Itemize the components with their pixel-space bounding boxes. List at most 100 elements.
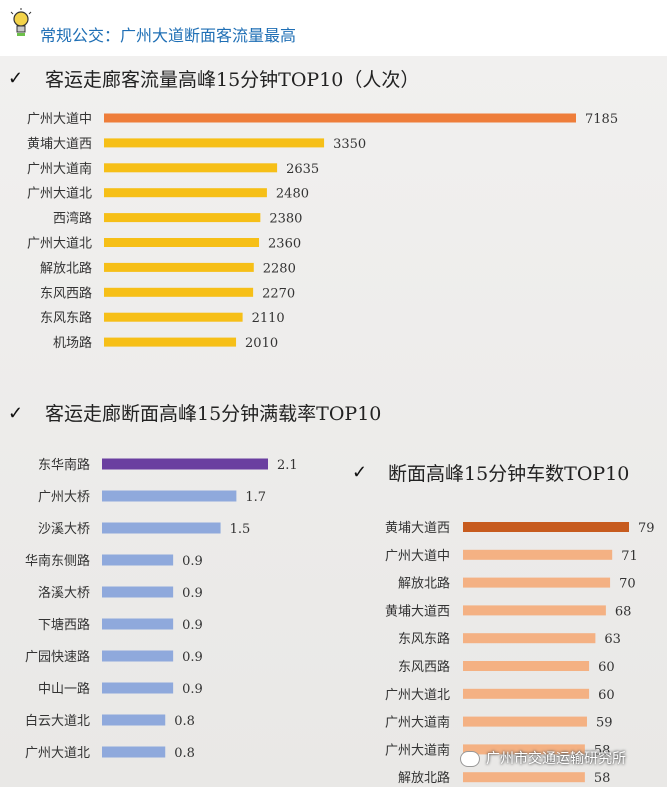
- watermark: 广州市交通运输研究所: [460, 748, 626, 768]
- value-label: 2010: [245, 336, 278, 351]
- bar: [104, 312, 243, 322]
- category-label: 广州大道北: [27, 187, 92, 202]
- chart1-title: 客运走廊客流量高峰15分钟TOP10（人次）: [45, 69, 419, 91]
- bar: [104, 262, 254, 272]
- value-label: 2110: [252, 311, 285, 326]
- category-label: 华南东侧路: [25, 553, 90, 569]
- value-label: 0.9: [182, 586, 203, 601]
- chart2-title: 客运走廊断面高峰15分钟满载率TOP10: [45, 403, 381, 425]
- bar: [463, 522, 629, 532]
- value-label: 59: [596, 716, 613, 731]
- value-label: 79: [638, 521, 655, 536]
- bar: [463, 688, 590, 699]
- bar: [463, 661, 590, 671]
- bar: [102, 554, 174, 566]
- value-label: 60: [598, 660, 615, 675]
- bar: [463, 605, 606, 616]
- category-label: 解放北路: [40, 260, 92, 276]
- category-label: 东华南路: [38, 457, 90, 473]
- bar: [463, 744, 585, 755]
- category-label: 广州大道中: [385, 549, 450, 564]
- bar: [463, 772, 585, 783]
- bar: [102, 586, 174, 598]
- value-label: 2360: [268, 237, 301, 252]
- value-label: 70: [619, 577, 636, 592]
- value-label: 71: [621, 549, 638, 564]
- chart3-bars: 黄埔大道西 79 广州大道中 71 解放北路 70 黄埔大道西 68 东风东路 63 东风西路 60 广…: [385, 521, 655, 786]
- checkmark-icon: ✓: [352, 462, 367, 483]
- value-label: 1.7: [245, 490, 266, 505]
- category-label: 广州大道南: [27, 161, 92, 177]
- bar: [104, 238, 260, 247]
- watermark-text: 广州市交通运输研究所: [486, 751, 626, 767]
- chart2-bars: 东华南路 2.1 广州大桥 1.7 沙溪大桥 1.5 华南东侧路 0.9 洛溪大桥 0.9 下塘西路…: [25, 457, 298, 761]
- value-label: 3350: [333, 137, 366, 152]
- bar: [102, 522, 221, 534]
- category-label: 中山一路: [38, 681, 90, 697]
- category-label: 东风西路: [40, 285, 92, 301]
- value-label: 0.8: [174, 746, 195, 761]
- value-label: 2270: [262, 286, 295, 301]
- category-label: 东风东路: [398, 631, 450, 647]
- value-label: 2280: [263, 261, 296, 276]
- category-label: 黄埔大道西: [27, 137, 92, 152]
- category-label: 东风西路: [398, 659, 450, 675]
- category-label: 下塘西路: [38, 617, 90, 633]
- bar: [104, 337, 237, 347]
- value-label: 58: [594, 771, 611, 786]
- value-label: 2.1: [277, 458, 298, 473]
- wechat-icon: [460, 751, 480, 767]
- value-label: 0.9: [182, 618, 203, 633]
- category-label: 广州大桥: [38, 490, 90, 505]
- category-label: 洛溪大桥: [38, 586, 90, 601]
- checkmark-icon: ✓: [8, 403, 23, 424]
- bar: [102, 682, 174, 694]
- value-label: 1.5: [230, 522, 251, 537]
- checkmark-icon: ✓: [8, 68, 23, 89]
- value-label: 2480: [276, 187, 309, 202]
- bar: [104, 163, 278, 173]
- category-label: 广州大道北: [385, 688, 450, 703]
- category-label: 解放北路: [398, 576, 450, 592]
- category-label: 西湾路: [53, 211, 92, 227]
- category-label: 广州大道北: [25, 746, 90, 761]
- value-label: 63: [604, 632, 621, 647]
- value-label: 2380: [269, 212, 302, 227]
- value-label: 60: [598, 688, 615, 703]
- bar: [104, 213, 261, 223]
- bar: [102, 746, 166, 758]
- category-label: 解放北路: [398, 770, 450, 786]
- value-label: 0.8: [174, 714, 195, 729]
- category-label: 广州大道北: [27, 237, 92, 252]
- category-label: 沙溪大桥: [38, 522, 90, 537]
- category-label: 黄埔大道西: [385, 604, 450, 619]
- category-label: 机场路: [53, 335, 92, 351]
- chart1-bars: 广州大道中 7185 黄埔大道西 3350 广州大道南 2635 广州大道北 2480 西湾路 2…: [27, 112, 618, 351]
- category-label: 黄埔大道西: [385, 521, 450, 536]
- value-label: 0.9: [182, 682, 203, 697]
- bar: [102, 714, 166, 726]
- bar: [104, 188, 267, 198]
- page-title: 常规公交：广州大道断面客流量最高: [40, 26, 297, 45]
- value-label: 68: [615, 604, 632, 619]
- value-label: 0.9: [182, 650, 203, 665]
- bar: [102, 490, 237, 502]
- value-label: 0.9: [182, 554, 203, 569]
- lightbulb-icon: [10, 8, 32, 36]
- chart3-title: 断面高峰15分钟车数TOP10: [388, 463, 629, 485]
- bar: [463, 716, 587, 727]
- bar: [102, 650, 174, 662]
- bar: [104, 138, 325, 148]
- category-label: 广州大道南: [385, 742, 450, 758]
- bar: [104, 113, 576, 123]
- bar: [104, 287, 254, 297]
- category-label: 东风东路: [40, 310, 92, 326]
- bar: [463, 577, 611, 588]
- value-label: 2635: [286, 162, 319, 177]
- header: 常规公交：广州大道断面客流量最高: [0, 0, 667, 56]
- bar: [102, 618, 174, 630]
- category-label: 白云大道北: [25, 713, 90, 729]
- value-label: 7185: [585, 112, 618, 127]
- category-label: 广州大道中: [27, 112, 92, 127]
